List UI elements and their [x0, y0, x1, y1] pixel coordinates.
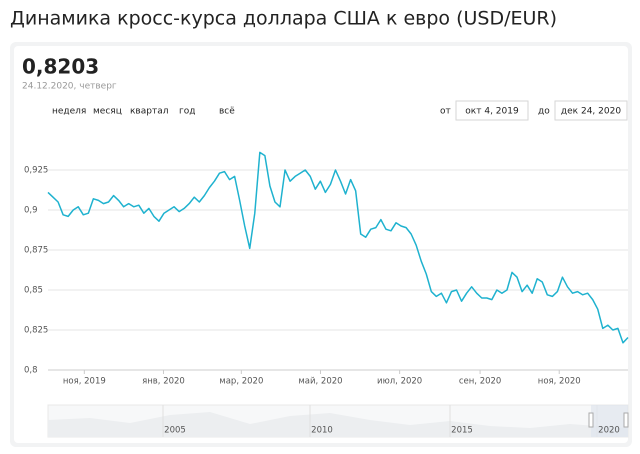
- from-value[interactable]: окт 4, 2019: [465, 107, 519, 117]
- navigator[interactable]: 2005 2010 2015 2020: [47, 404, 629, 438]
- y-tick-label: 0,85: [24, 286, 43, 296]
- y-tick-label: 0,875: [24, 246, 48, 256]
- navigator-label: 2005: [164, 426, 186, 436]
- range-button[interactable]: год: [179, 107, 195, 117]
- navigator-handle[interactable]: [623, 412, 629, 428]
- range-button[interactable]: неделя: [52, 107, 86, 117]
- y-tick-label: 0,925: [24, 166, 48, 176]
- navigator-area: [48, 412, 628, 437]
- x-tick-label: мар, 2020: [219, 377, 263, 387]
- to-label: до: [538, 107, 550, 117]
- current-date: 24.12.2020, четверг: [22, 82, 117, 92]
- x-tick-label: май, 2020: [298, 377, 342, 387]
- range-button[interactable]: квартал: [130, 107, 168, 117]
- to-value[interactable]: дек 24, 2020: [561, 107, 621, 117]
- navigator-label: 2015: [451, 426, 473, 436]
- y-tick-label: 0,9: [24, 206, 38, 216]
- x-tick-label: янв, 2020: [142, 377, 185, 387]
- to-input[interactable]: [554, 100, 628, 121]
- card-inner: [14, 46, 628, 443]
- from-label: от: [440, 107, 451, 117]
- navigator-handle[interactable]: [588, 412, 594, 428]
- navigator-window[interactable]: [591, 405, 628, 437]
- rate-line: [47, 151, 629, 344]
- x-tick-label: ноя, 2019: [63, 377, 106, 387]
- current-value: 0,8203: [22, 55, 99, 79]
- y-tick-label: 0,8: [24, 366, 38, 376]
- x-tick-label: июл, 2020: [377, 377, 422, 387]
- navigator-label: 2010: [311, 426, 333, 436]
- x-tick-label: сен, 2020: [459, 377, 502, 387]
- range-button[interactable]: всё: [219, 107, 235, 117]
- range-button[interactable]: месяц: [93, 107, 122, 117]
- y-tick-label: 0,825: [24, 326, 48, 336]
- navigator-label: 2020: [598, 426, 620, 436]
- page-title: Динамика кросс-курса доллара США к евро …: [10, 8, 557, 30]
- x-tick-label: ноя, 2020: [538, 377, 581, 387]
- from-input[interactable]: [455, 100, 529, 121]
